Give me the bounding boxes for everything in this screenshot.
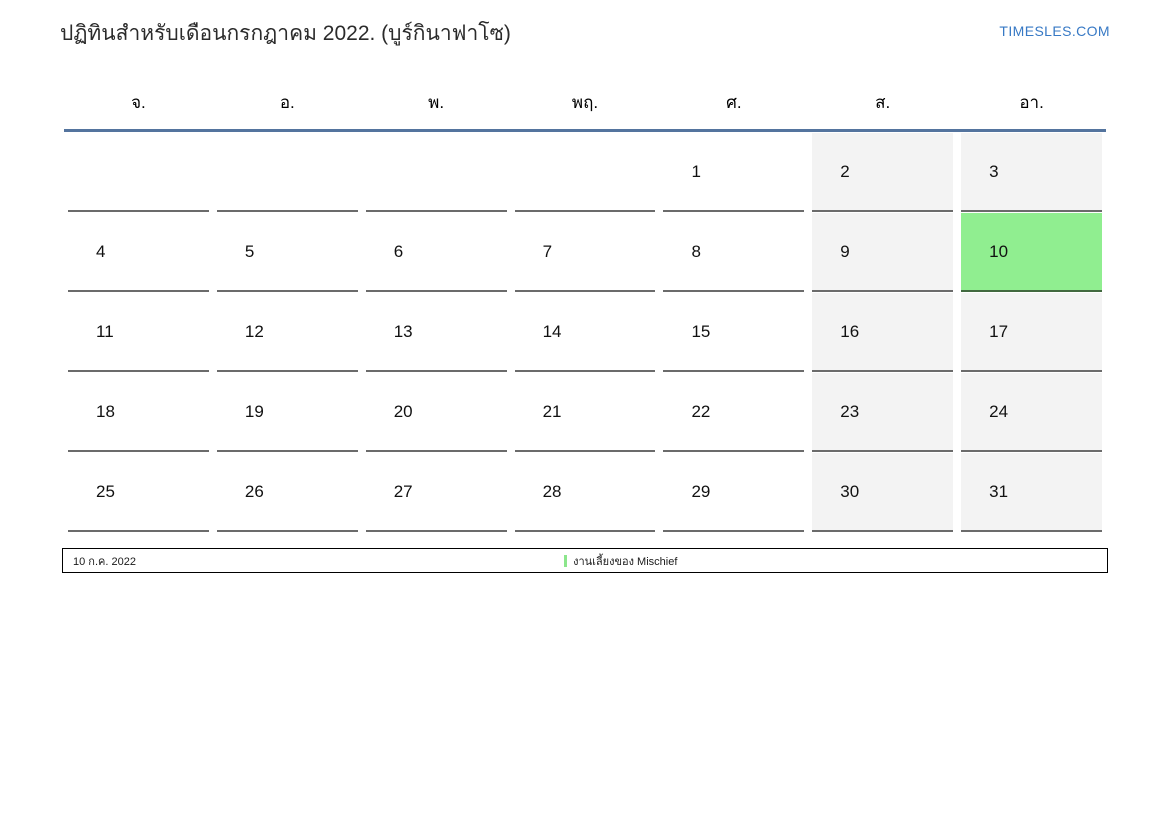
calendar-day-17: 17 <box>961 293 1103 372</box>
footer-date: 10 ก.ค. 2022 <box>73 555 136 568</box>
calendar-day-12: 12 <box>216 293 358 372</box>
calendar-day-16: 16 <box>812 293 954 372</box>
weekday-header: อ. <box>279 92 295 112</box>
calendar-grid: 1 2 3 4 5 6 7 8 9 10 11 12 13 14 15 16 17 18 19 20 21 22 23 24 2… <box>64 132 1106 532</box>
calendar-day-11: 11 <box>68 293 209 372</box>
calendar-day-empty <box>514 133 656 212</box>
calendar-day-1: 1 <box>663 133 805 212</box>
calendar-week-row: 11 12 13 14 15 16 17 <box>64 292 1106 372</box>
calendar-day-22: 22 <box>663 373 805 452</box>
footer-event: งานเลี้ยงของ Mischief <box>564 552 677 570</box>
weekday-header: พฤ. <box>571 92 599 112</box>
calendar-day-empty <box>216 133 358 212</box>
weekday-header: พ. <box>428 92 445 112</box>
calendar-day-30: 30 <box>812 453 954 532</box>
calendar-day-31: 31 <box>961 453 1103 532</box>
calendar-day-2: 2 <box>812 133 954 212</box>
calendar-week-row: 25 26 27 28 29 30 31 <box>64 452 1106 532</box>
calendar-day-23: 23 <box>812 373 954 452</box>
calendar-day-13: 13 <box>365 293 507 372</box>
calendar-day-10: 10 <box>961 213 1103 292</box>
weekday-header-row: จ. อ. พ. พฤ. ศ. ส. อา. <box>64 75 1106 129</box>
calendar-day-18: 18 <box>68 373 209 452</box>
site-link[interactable]: TIMESLES.COM <box>999 23 1110 39</box>
calendar-day-5: 5 <box>216 213 358 292</box>
footer-event-label: งานเลี้ยงของ Mischief <box>573 555 678 568</box>
calendar-week-row: 18 19 20 21 22 23 24 <box>64 372 1106 452</box>
weekday-header: จ. <box>131 92 146 112</box>
calendar-day-27: 27 <box>365 453 507 532</box>
calendar-day-6: 6 <box>365 213 507 292</box>
calendar-day-empty <box>68 133 209 212</box>
event-marker-icon <box>564 554 568 567</box>
calendar-day-21: 21 <box>514 373 656 452</box>
calendar-day-26: 26 <box>216 453 358 532</box>
calendar-day-25: 25 <box>68 453 209 532</box>
calendar-day-15: 15 <box>663 293 805 372</box>
weekday-header: ศ. <box>726 92 742 112</box>
calendar-day-19: 19 <box>216 373 358 452</box>
event-footer: 10 ก.ค. 2022 งานเลี้ยงของ Mischief <box>62 548 1108 573</box>
calendar-day-24: 24 <box>961 373 1103 452</box>
calendar-week-row: 4 5 6 7 8 9 10 <box>64 212 1106 292</box>
calendar-day-9: 9 <box>812 213 954 292</box>
calendar-day-8: 8 <box>663 213 805 292</box>
calendar-day-29: 29 <box>663 453 805 532</box>
header-divider-line <box>64 129 1106 132</box>
calendar-day-14: 14 <box>514 293 656 372</box>
page-title: ปฏิทินสำหรับเดือนกรกฎาคม 2022. (บูร์กินา… <box>60 22 511 45</box>
calendar-day-28: 28 <box>514 453 656 532</box>
calendar-day-4: 4 <box>68 213 209 292</box>
calendar-day-3: 3 <box>961 133 1103 212</box>
calendar-day-7: 7 <box>514 213 656 292</box>
calendar: จ. อ. พ. พฤ. ศ. ส. อา. 1 2 3 4 5 6 7 8 9 10 11 12 13 14 15 16… <box>64 75 1106 532</box>
calendar-day-empty <box>365 133 507 212</box>
weekday-header: ส. <box>875 92 891 112</box>
weekday-header: อา. <box>1019 92 1044 112</box>
calendar-day-20: 20 <box>365 373 507 452</box>
